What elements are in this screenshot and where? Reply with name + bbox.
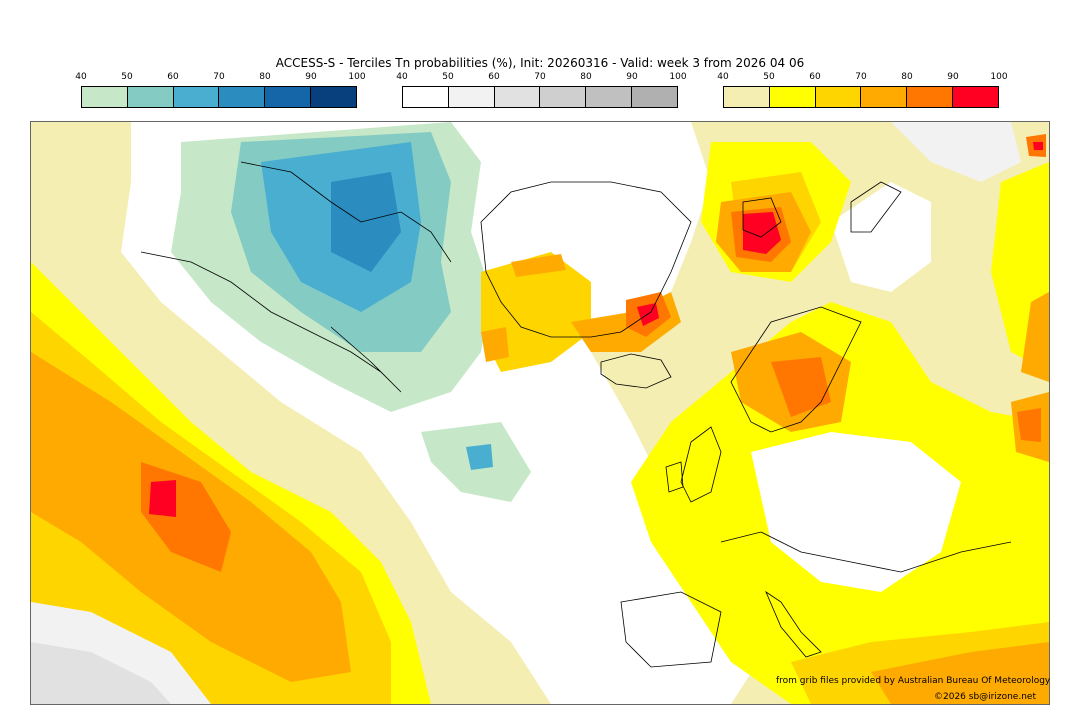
tick-label: 40 <box>396 72 408 82</box>
legend-swatch <box>586 87 633 107</box>
legend-swatch <box>265 87 312 107</box>
above-90-area <box>743 212 781 254</box>
legend-swatch <box>907 87 954 107</box>
legend-near-normal: 40 50 60 70 80 90 100 <box>396 72 687 112</box>
arctic-canada-coastline <box>140 251 402 393</box>
tick-label: 90 <box>947 72 959 82</box>
above-70-area <box>871 642 1049 704</box>
canadian-archipelago-coastline <box>240 161 452 263</box>
legend-ticks: 40 50 60 70 80 90 100 <box>396 72 686 84</box>
legend-swatch <box>724 87 770 107</box>
tick-label: 100 <box>669 72 687 82</box>
near-40-area <box>891 122 1021 182</box>
tick-label: 100 <box>348 72 366 82</box>
tick-label: 80 <box>580 72 592 82</box>
near-50-area <box>31 642 171 704</box>
iceland-coastline <box>600 353 672 389</box>
tick-label: 60 <box>167 72 179 82</box>
italy-coastline <box>765 590 822 658</box>
legend-swatch <box>173 87 220 107</box>
legend-ticks: 40 50 60 70 80 90 100 <box>717 72 1007 84</box>
tick-label: 100 <box>990 72 1008 82</box>
map-canvas <box>31 122 1049 704</box>
tick-label: 80 <box>901 72 913 82</box>
neutral-area <box>751 432 961 592</box>
above-80-area <box>1017 408 1041 442</box>
tick-label: 40 <box>717 72 729 82</box>
tick-label: 80 <box>259 72 271 82</box>
tick-label: 70 <box>213 72 225 82</box>
scandinavia-coastline <box>730 306 862 433</box>
legend-swatch <box>127 87 174 107</box>
legend-color-bar <box>81 86 357 108</box>
europe-mainland-coastline <box>720 531 1012 573</box>
legend-swatch <box>219 87 266 107</box>
above-80-area <box>771 357 831 417</box>
tick-label: 60 <box>809 72 821 82</box>
legend-above-normal: 40 50 60 70 80 90 100 <box>717 72 1008 112</box>
legend-swatch <box>632 87 677 107</box>
data-source-credit: from grib files provided by Australian B… <box>776 676 1051 686</box>
tick-label: 50 <box>121 72 133 82</box>
legend-swatch <box>540 87 587 107</box>
tick-label: 50 <box>763 72 775 82</box>
above-70-area <box>511 254 566 277</box>
legend-swatch <box>815 87 862 107</box>
tick-label: 70 <box>855 72 867 82</box>
legend-swatch <box>769 87 816 107</box>
tick-label: 70 <box>534 72 546 82</box>
tick-label: 90 <box>626 72 638 82</box>
tick-label: 60 <box>488 72 500 82</box>
ireland-coastline <box>665 461 684 493</box>
above-60-area <box>481 252 591 372</box>
iberia-coastline <box>620 591 722 668</box>
legend-color-bar <box>402 86 678 108</box>
legend-swatch <box>861 87 908 107</box>
legend-swatch <box>448 87 495 107</box>
coastlines <box>140 161 1012 668</box>
legend-swatch <box>82 87 128 107</box>
svalbard-coastline <box>742 197 782 238</box>
tick-label: 40 <box>75 72 87 82</box>
tick-label: 90 <box>305 72 317 82</box>
copyright-credit: ©2026 sb@irizone.net <box>934 692 1036 702</box>
neutral-area <box>831 182 931 292</box>
legend-color-bar <box>723 86 999 108</box>
above-70-area <box>481 327 509 362</box>
novaya-zemlya-coastline <box>850 181 902 233</box>
above-70-area <box>1021 292 1049 382</box>
below-60-area <box>466 444 493 470</box>
probability-map[interactable] <box>30 121 1050 705</box>
above-90-area <box>149 480 176 517</box>
below-70-area <box>331 172 401 272</box>
legend-swatch <box>403 87 449 107</box>
above-90-area <box>637 303 659 326</box>
tick-label: 50 <box>442 72 454 82</box>
map-title: ACCESS-S - Terciles Tn probabilities (%)… <box>275 56 805 70</box>
legend-swatch <box>953 87 998 107</box>
legend-swatch <box>311 87 356 107</box>
british-isles-coastline <box>680 426 722 503</box>
above-90-area <box>1033 142 1043 150</box>
legend-below-normal: 40 50 60 70 80 90 100 <box>75 72 366 112</box>
legend-swatch <box>494 87 541 107</box>
legend-ticks: 40 50 60 70 80 90 100 <box>75 72 365 84</box>
greenland-coastline <box>480 181 692 338</box>
